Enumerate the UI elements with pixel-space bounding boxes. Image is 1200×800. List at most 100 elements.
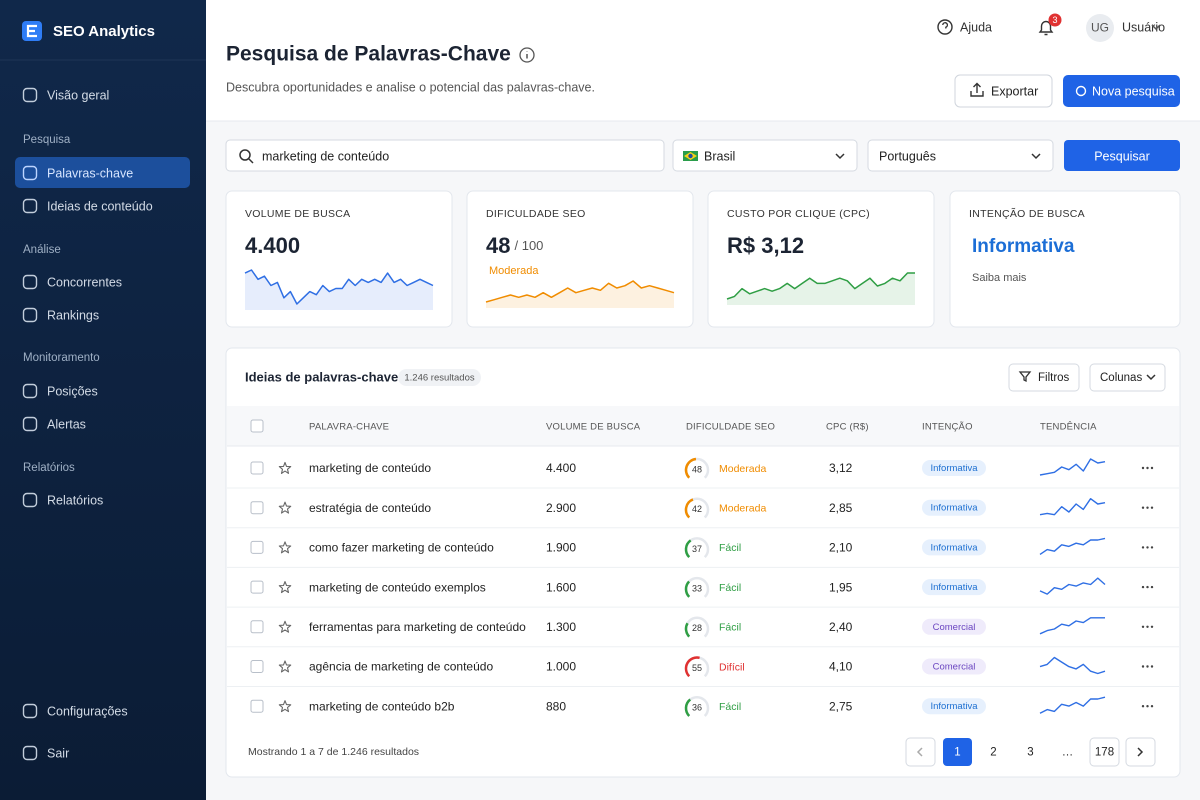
row-checkbox[interactable] [250, 580, 264, 594]
volume: 1.300 [546, 620, 576, 634]
row-checkbox[interactable] [250, 660, 264, 673]
page-number[interactable]: 1 [954, 747, 960, 759]
intent: Informativa [931, 582, 979, 593]
nav-item[interactable]: Relatórios [47, 493, 103, 507]
row-menu[interactable] [1141, 466, 1145, 470]
country-select[interactable] [672, 139, 858, 172]
favorite-star[interactable] [278, 501, 292, 514]
nav-item[interactable]: Alertas [47, 417, 86, 431]
filters-button[interactable] [1008, 363, 1080, 392]
nav-item[interactable]: Posições [47, 384, 98, 398]
nav-item[interactable]: Configurações [47, 704, 128, 718]
page-button[interactable] [1089, 737, 1120, 767]
prev-page-button[interactable] [905, 737, 936, 767]
row-menu[interactable] [1150, 506, 1154, 509]
row-menu[interactable] [1141, 625, 1145, 628]
select-all-checkbox[interactable] [250, 419, 264, 433]
metric-sparkline [485, 280, 675, 303]
filters-label[interactable]: Filtros [1038, 372, 1070, 384]
row-menu[interactable] [1141, 585, 1145, 589]
row-menu[interactable] [1150, 546, 1154, 549]
row-menu[interactable] [1146, 506, 1149, 509]
intent-pill [922, 579, 986, 596]
result-count: 1.246 resultados [404, 373, 474, 384]
row-menu[interactable] [1141, 506, 1145, 509]
row-menu[interactable] [1150, 705, 1154, 708]
nav-item[interactable]: Ideias de conteúdo [47, 199, 153, 213]
row-menu[interactable] [1150, 665, 1154, 668]
intent: Informativa [931, 463, 979, 474]
export-button[interactable] [954, 74, 1053, 108]
nav-item[interactable]: Palavras-chave [47, 166, 133, 180]
search-button[interactable] [1064, 140, 1180, 171]
metric-note[interactable]: Saiba mais [972, 272, 1027, 284]
search-button-label[interactable]: Pesquisar [1094, 149, 1150, 163]
help-icon [937, 19, 953, 35]
keyword[interactable]: marketing de conteúdo b2b [309, 699, 455, 713]
next-page-button[interactable] [1125, 737, 1156, 767]
keyword[interactable]: agência de marketing de conteúdo [309, 660, 493, 674]
nav-section-title: Pesquisa [23, 134, 71, 146]
search-input[interactable] [225, 139, 665, 172]
keyword[interactable]: como fazer marketing de conteúdo [309, 541, 494, 555]
keyword[interactable]: marketing de conteúdo exemplos [309, 580, 486, 594]
export-icon [970, 82, 984, 97]
row-menu[interactable] [1146, 585, 1149, 589]
difficulty-gauge [684, 580, 691, 598]
page-number[interactable]: 178 [1095, 747, 1114, 759]
trend-sparkline [1039, 656, 1106, 675]
page-number[interactable]: 2 [990, 747, 996, 759]
new-search-label[interactable]: Nova pesquisa [1092, 84, 1175, 98]
page-number[interactable]: … [1062, 747, 1074, 759]
table-header-row [227, 406, 1179, 446]
row-menu[interactable] [1150, 585, 1154, 589]
favorite-star[interactable] [278, 461, 292, 474]
metric-sparkline-area [486, 281, 674, 308]
row-menu[interactable] [1146, 665, 1149, 668]
row-menu[interactable] [1141, 665, 1145, 668]
favorite-star[interactable] [278, 700, 292, 713]
row-menu[interactable] [1150, 625, 1154, 628]
page-number[interactable]: 3 [1027, 747, 1033, 759]
row-menu[interactable] [1141, 546, 1145, 549]
nav-item[interactable]: Visão geral [47, 88, 109, 102]
filter-icon [1018, 371, 1032, 383]
column-header: INTENÇÃO [922, 422, 973, 433]
intent: Comercial [933, 662, 976, 673]
columns-label[interactable]: Colunas [1100, 372, 1142, 384]
trend-sparkline [1039, 458, 1106, 476]
keyword[interactable]: estratégia de conteúdo [309, 501, 431, 515]
language-select[interactable] [867, 139, 1054, 172]
metric-value-number: 48 [486, 233, 510, 258]
favorite-star[interactable] [278, 660, 292, 673]
row-checkbox[interactable] [250, 501, 264, 515]
row-checkbox[interactable] [250, 699, 264, 713]
row-checkbox[interactable] [250, 540, 264, 554]
row-menu[interactable] [1146, 625, 1149, 628]
user-name[interactable]: Usuário [1122, 20, 1165, 34]
row-menu[interactable] [1146, 546, 1149, 549]
chevron-icon [1146, 374, 1156, 381]
intent: Informativa [931, 701, 979, 712]
row-menu[interactable] [1150, 466, 1154, 470]
nav-item[interactable]: Concorrentes [47, 275, 122, 289]
favorite-star[interactable] [278, 620, 292, 633]
columns-button[interactable] [1089, 363, 1166, 392]
row-checkbox[interactable] [250, 620, 264, 634]
favorite-star[interactable] [278, 581, 292, 594]
row-menu[interactable] [1146, 705, 1149, 708]
keyword[interactable]: marketing de conteúdo [309, 461, 431, 475]
favorite-star[interactable] [278, 541, 292, 554]
nav-item[interactable]: Sair [47, 746, 69, 760]
row-menu[interactable] [1146, 466, 1149, 470]
page-button-active[interactable] [943, 738, 972, 766]
keyword[interactable]: ferramentas para marketing de conteúdo [309, 620, 526, 634]
nav-item[interactable]: Rankings [47, 308, 99, 322]
row-checkbox[interactable] [250, 461, 264, 475]
help-link[interactable]: Ajuda [960, 20, 992, 34]
country-value: Brasil [704, 149, 735, 163]
column-header: PALAVRA-CHAVE [309, 422, 389, 433]
export-label[interactable]: Exportar [991, 84, 1038, 98]
row-menu[interactable] [1141, 705, 1145, 708]
new-search-button[interactable] [1063, 75, 1180, 107]
